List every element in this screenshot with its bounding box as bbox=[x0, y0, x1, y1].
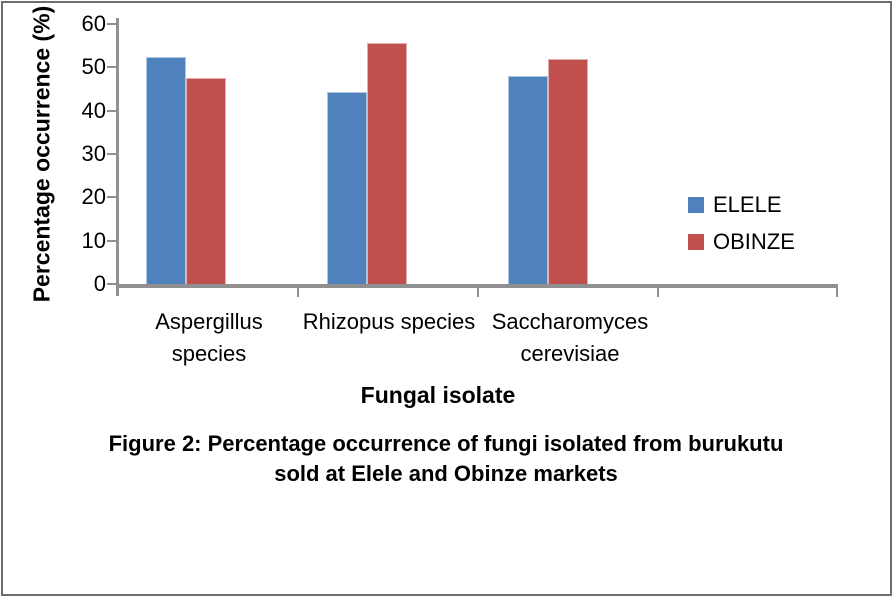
category-label-saccharomyces: Saccharomyces cerevisiae bbox=[460, 306, 680, 370]
y-tick-label-50: 50 bbox=[81, 54, 106, 80]
bar-elele-rhizopus bbox=[327, 91, 367, 284]
y-tick-mark-60 bbox=[107, 23, 118, 25]
y-tick-mark-40 bbox=[107, 109, 118, 112]
figure-caption: Figure 2: Percentage occurrence of fungi… bbox=[56, 429, 836, 489]
bar-elele-aspergillus bbox=[146, 56, 186, 284]
legend-label: OBINZE bbox=[713, 229, 795, 254]
legend-entry-obinze: OBINZE bbox=[688, 229, 795, 254]
category-label-line: Aspergillus bbox=[155, 309, 263, 334]
category-label-line: species bbox=[171, 341, 247, 366]
category-label-aspergillus: Aspergillus species bbox=[99, 306, 319, 370]
x-axis-title: Fungal isolate bbox=[360, 382, 516, 408]
figure-caption-line1: Figure 2: Percentage occurrence of fungi… bbox=[108, 431, 784, 456]
y-tick-label-0: 0 bbox=[93, 271, 106, 296]
x-axis-line bbox=[116, 284, 838, 288]
y-tick-mark-0 bbox=[107, 283, 118, 285]
y-axis-line bbox=[116, 18, 119, 296]
x-tick-mark-0 bbox=[297, 288, 299, 297]
y-tick-mark-30 bbox=[107, 153, 118, 155]
y-tick-label-30: 30 bbox=[81, 141, 106, 166]
y-tick-mark-50 bbox=[107, 66, 118, 69]
chart-legend: ELELE OBINZE bbox=[688, 192, 795, 271]
legend-label: ELELE bbox=[713, 192, 782, 217]
bar-obinze-saccharomyces bbox=[548, 58, 588, 284]
category-label-rhizopus: Rhizopus species bbox=[279, 306, 499, 338]
y-tick-label-20: 20 bbox=[81, 184, 106, 210]
x-tick-mark-3 bbox=[836, 288, 838, 297]
figure-caption-line2: sold at Elele and Obinze markets bbox=[274, 461, 618, 486]
y-tick-mark-10 bbox=[107, 239, 118, 242]
category-label-line: Saccharomyces bbox=[491, 309, 649, 334]
legend-swatch-icon bbox=[688, 234, 704, 250]
y-tick-label-40: 40 bbox=[81, 97, 106, 123]
x-tick-mark-2 bbox=[657, 288, 659, 297]
category-label-line: Rhizopus species bbox=[302, 309, 476, 334]
y-tick-mark-20 bbox=[107, 196, 118, 199]
legend-entry-elele: ELELE bbox=[688, 192, 795, 217]
y-tick-label-60: 60 bbox=[81, 11, 106, 36]
x-tick-mark-1 bbox=[477, 288, 479, 297]
y-tick-label-10: 10 bbox=[81, 227, 106, 253]
bar-elele-saccharomyces bbox=[508, 76, 548, 284]
category-label-line: cerevisiae bbox=[520, 341, 620, 366]
legend-swatch-icon bbox=[688, 197, 704, 213]
bar-obinze-rhizopus bbox=[367, 43, 407, 284]
bar-obinze-aspergillus bbox=[186, 78, 226, 284]
